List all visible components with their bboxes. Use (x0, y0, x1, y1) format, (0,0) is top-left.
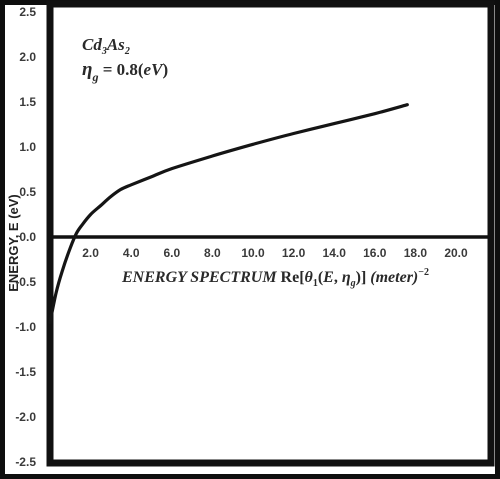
data-point (69, 247, 72, 249)
data-points (49, 103, 409, 324)
data-point (110, 195, 112, 198)
y-tick-label: -1.5 (15, 365, 36, 379)
data-point (89, 213, 92, 216)
y-tick-label: -1.0 (15, 320, 36, 334)
x-tick-label: 18.0 (404, 246, 428, 260)
data-point (333, 122, 336, 125)
x-tick-label: 16.0 (363, 246, 387, 260)
material-label: Cd3As2 (82, 35, 130, 57)
x-tick-label: 10.0 (241, 246, 265, 260)
x-tick-label: 2.0 (82, 246, 99, 260)
data-point (171, 167, 173, 170)
data-point (55, 292, 57, 294)
data-point (252, 143, 254, 146)
x-tick-label: 12.0 (282, 246, 306, 260)
data-point (211, 155, 214, 157)
y-axis-label: ENERGY, E (eV) (6, 194, 21, 292)
x-axis-label: ENERGY SPECTRUM Re[θ1(E, ηg)] (meter)−2 (121, 267, 429, 289)
y-tick-label: 1.5 (19, 95, 36, 109)
data-point (61, 270, 63, 273)
y-tick-label: 1.0 (19, 140, 36, 154)
data-point (406, 103, 409, 106)
data-point (292, 132, 295, 135)
y-tick-label: 0.5 (19, 185, 36, 199)
data-point (99, 204, 102, 207)
x-tick-label: 4.0 (123, 246, 140, 260)
data-point (75, 232, 78, 235)
data-point (120, 188, 122, 191)
data-point (130, 184, 132, 186)
x-tick-label: 14.0 (323, 246, 347, 260)
y-tick-label: -2.0 (15, 410, 36, 424)
parameter-label: ηg = 0.8(eV) (82, 59, 168, 84)
data-point (81, 223, 84, 226)
data-point (150, 175, 153, 178)
y-tick-label: 2.0 (19, 50, 36, 64)
data-point (49, 321, 51, 324)
y-tick-label: 0.0 (19, 230, 36, 244)
y-tick-label: 2.5 (19, 5, 36, 19)
x-tick-label: 8.0 (204, 246, 221, 260)
y-tick-labels: 2.5 2.0 1.5 1.0 0.5 0.0 -0.5 -1.0 -1.5 -2.0 -2.5 (15, 5, 36, 469)
y-tick-label: -0.5 (15, 275, 36, 289)
x-tick-label: 20.0 (444, 246, 468, 260)
y-tick-label: -2.5 (15, 455, 36, 469)
x-tick-labels: 2.0 4.0 6.0 8.0 10.0 12.0 14.0 16.0 18.0 20.0 (82, 246, 468, 260)
x-tick-label: 6.0 (163, 246, 180, 260)
data-point (374, 112, 376, 115)
